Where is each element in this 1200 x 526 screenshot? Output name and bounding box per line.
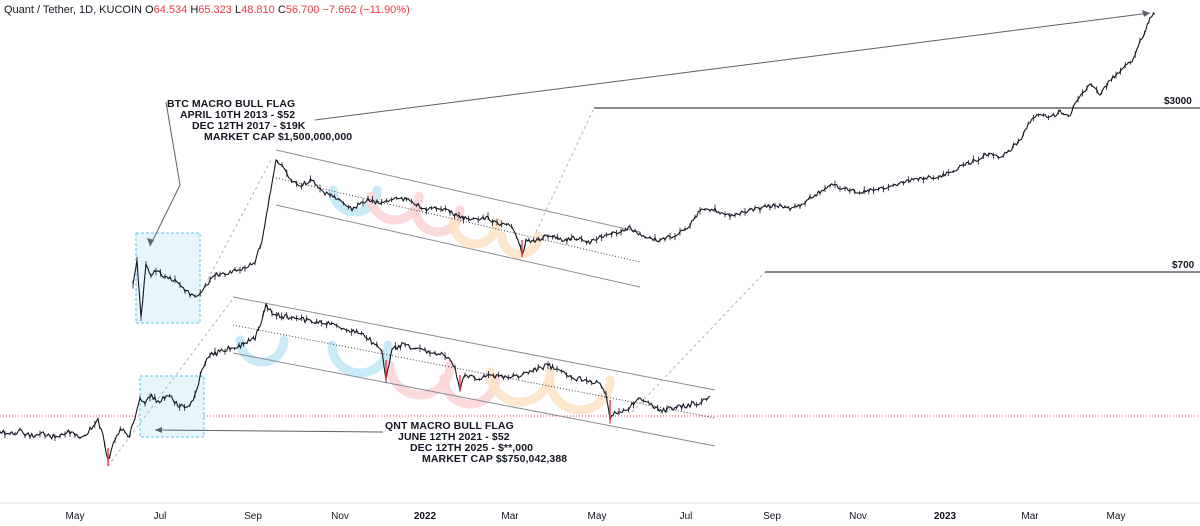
btc-price-series — [132, 12, 1156, 318]
cycle-arc-6 — [327, 340, 393, 378]
qnt-channel-mid — [232, 324, 716, 419]
x-tick-label: May — [587, 511, 607, 522]
qnt-annotation-line-2: JUNE 12TH 2021 - $52 — [398, 431, 510, 443]
open-value: 64.534 — [153, 4, 188, 16]
btc-rise-line — [204, 157, 273, 286]
x-tick-label: Sep — [244, 511, 262, 522]
btc-long-arrow-line — [314, 12, 1151, 121]
qnt-projection-line — [631, 271, 766, 413]
qnt-annotation-line-3: DEC 12TH 2025 - $**,000 — [410, 442, 534, 454]
qnt-annotation-line-4: MARKET CAP $$750,042,388 — [422, 453, 568, 465]
level-label-3000: $3000 — [1164, 96, 1192, 107]
level-label-700: $700 — [1172, 260, 1195, 271]
btc-projection-line — [535, 107, 595, 233]
low-label: L — [234, 4, 242, 16]
cycle-arc-10 — [545, 375, 615, 415]
high-label: H — [190, 4, 199, 16]
btc-annot-connector — [165, 101, 181, 186]
x-tick-label: Mar — [501, 511, 519, 522]
x-tick-label: Sep — [763, 511, 781, 522]
x-tick-label: Nov — [331, 511, 349, 522]
qnt-price-series — [0, 303, 711, 461]
symbol-header: Quant / Tether, 1D, KUCOIN O64.534 H65.3… — [4, 4, 410, 16]
open-label: O — [145, 4, 154, 16]
x-tick-label: 2023 — [933, 511, 957, 522]
cycle-arc-4 — [497, 231, 543, 259]
btc-channel-top — [275, 149, 641, 233]
change-value: −7.662 (−11.90%) — [322, 4, 410, 16]
qnt-pointer-line — [154, 429, 384, 433]
x-tick-label: Mar — [1021, 511, 1039, 522]
qnt-annotation-line-1: QNT MACRO BULL FLAG — [385, 420, 514, 432]
qnt-rise-line — [107, 299, 233, 467]
close-value: 56.700 — [285, 4, 320, 16]
cycle-arc-3 — [448, 217, 502, 249]
x-tick-label: Jul — [153, 511, 167, 522]
btc-pointer-line — [149, 184, 181, 247]
qnt-channel-bottom — [232, 352, 716, 447]
low-value: 48.810 — [241, 4, 275, 16]
cycle-arc-2 — [411, 205, 465, 237]
x-tick-label: Jul — [679, 511, 693, 522]
btc-pointer-arrow-head — [147, 238, 154, 246]
x-tick-label: May — [1106, 511, 1126, 522]
btc-annotation-line-1: BTC MACRO BULL FLAG — [167, 98, 296, 110]
btc-annotation-line-3: DEC 12TH 2017 - $19K — [192, 120, 306, 132]
btc-channel-mid — [275, 177, 641, 263]
cycle-arc-5 — [235, 335, 289, 367]
btc-long-arrow-head — [1142, 10, 1150, 17]
qnt-channel-top — [232, 296, 716, 391]
qnt-pointer-arrow-head — [155, 427, 162, 433]
high-value: 65.323 — [198, 4, 232, 16]
close-label: C — [277, 4, 286, 16]
symbol-label: Quant / Tether, 1D, KUCOIN — [4, 4, 142, 16]
x-tick-label: 2022 — [413, 511, 437, 522]
qnt-flag-box — [139, 375, 205, 438]
x-tick-label: May — [65, 511, 85, 522]
btc-annotation-line-4: MARKET CAP $1,500,000,000 — [204, 131, 353, 143]
btc-annotation-line-2: APRIL 10TH 2013 - $52 — [180, 109, 296, 121]
btc-channel-bottom — [275, 204, 641, 288]
x-tick-label: Nov — [849, 511, 867, 522]
